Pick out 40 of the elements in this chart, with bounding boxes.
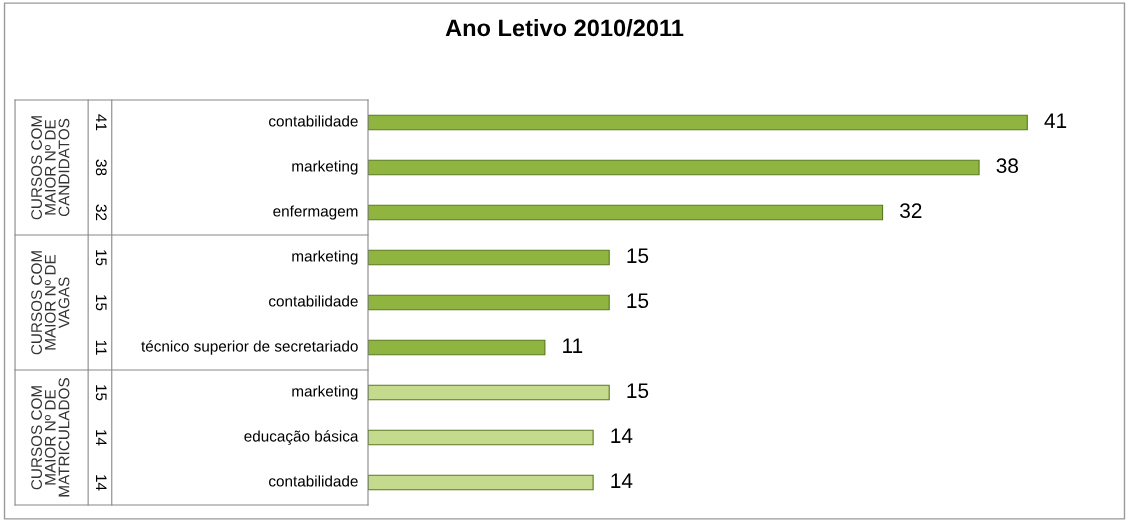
data-label: 15 [95,250,107,266]
text: CURSOS COM MAIOR Nº DE MATRICULADOS [31,378,70,497]
bar [368,474,594,491]
y-tick-label: contabilidade [269,475,358,487]
data-label: 14 [96,475,107,491]
text: 38 [996,158,1018,174]
y-tick-label: marketing [292,250,358,265]
y-tick-label: contabilidade [269,295,358,307]
bar [368,204,884,221]
bar [368,114,1028,131]
y-tick-label: técnico superior de secretariado [141,340,358,355]
bar [368,429,594,446]
text: 11 [563,338,583,353]
text: 41 [1044,113,1067,128]
data-label: 14 [96,430,107,446]
y-tick-label: educação básica [244,430,359,445]
y-tick-label: marketing [292,160,358,175]
text: CURSOS COM MAIOR Nº DE CANDIDATOS [31,116,70,220]
data-label: 32 [95,204,107,221]
bar [368,294,610,311]
bar [368,159,980,176]
data-label: 15 [95,385,107,401]
data-label: 11 [96,340,107,355]
bar [368,249,610,266]
bar [368,339,546,356]
text: 14 [611,473,633,488]
data-label: 41 [96,114,107,131]
bar [368,384,610,401]
text: 14 [611,428,633,443]
text: 15 [627,248,649,264]
chart-title: Ano Letivo 2010/2011 [445,19,684,37]
text: 15 [627,293,649,309]
text: 15 [627,383,649,399]
text: CURSOS COM MAIOR Nº DE VAGAS [31,251,70,355]
y-tick-label: marketing [292,385,358,400]
y-tick-label: contabilidade [269,115,358,127]
data-label: 15 [95,295,107,311]
data-label: 38 [95,159,107,176]
y-tick-label: enfermagem [273,205,358,220]
text: 32 [900,203,922,219]
